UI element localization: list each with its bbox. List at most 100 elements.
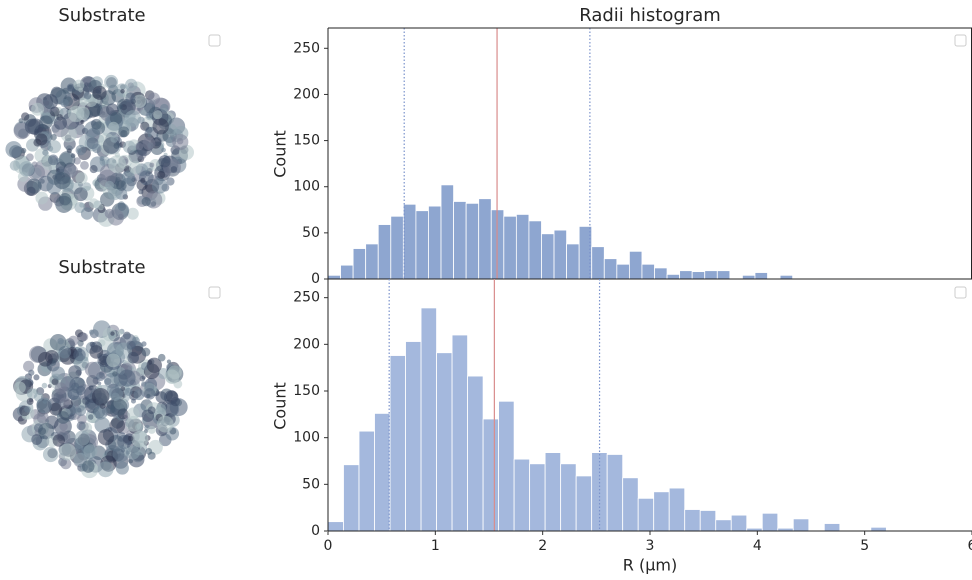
sphere <box>157 353 166 362</box>
bar <box>628 250 643 280</box>
sphere <box>117 434 132 450</box>
bar <box>482 418 500 532</box>
sphere <box>125 92 136 103</box>
sphere <box>51 378 59 386</box>
bar <box>327 521 344 532</box>
sphere <box>121 170 135 184</box>
sphere <box>127 435 134 442</box>
bar <box>374 412 391 532</box>
sphere <box>54 382 67 395</box>
y-tick-label: 200 <box>293 336 320 352</box>
bar <box>390 215 404 280</box>
sphere <box>75 405 87 417</box>
sphere <box>158 155 171 168</box>
sphere <box>47 140 61 154</box>
bar <box>716 270 731 280</box>
sphere <box>151 178 168 194</box>
sphere <box>125 445 140 460</box>
sphere <box>133 389 145 401</box>
sphere <box>117 329 124 336</box>
bar <box>699 510 717 532</box>
bar <box>343 464 360 532</box>
sphere <box>80 160 89 170</box>
y-tick-label: 0 <box>311 271 320 287</box>
y-axis-label: Count <box>271 382 290 430</box>
bar <box>742 274 756 280</box>
x-tick-label: 2 <box>538 538 547 554</box>
chart-title: Radii histogram <box>579 5 721 26</box>
bar <box>405 341 422 532</box>
legend-box <box>208 34 221 47</box>
sphere <box>97 461 114 478</box>
bar <box>641 263 655 280</box>
sphere <box>26 398 34 405</box>
sphere <box>107 186 122 201</box>
bar <box>513 458 531 532</box>
sphere <box>120 89 125 94</box>
sphere <box>79 97 88 106</box>
sphere <box>87 414 94 420</box>
sphere <box>97 204 104 211</box>
y-tick-label: 250 <box>293 290 320 306</box>
sphere <box>112 371 118 377</box>
bar <box>616 263 630 280</box>
sphere <box>33 138 42 147</box>
sphere <box>140 177 146 183</box>
bar <box>389 355 406 532</box>
sphere <box>118 104 123 109</box>
bar <box>566 243 580 280</box>
sphere <box>47 154 59 166</box>
sphere <box>66 83 75 92</box>
sphere <box>129 161 142 175</box>
sphere <box>157 170 166 179</box>
sphere <box>163 390 179 405</box>
sphere <box>68 365 82 379</box>
bar <box>637 497 655 532</box>
sphere <box>28 369 35 376</box>
sphere <box>110 331 115 336</box>
bar <box>327 274 341 280</box>
sphere <box>21 112 30 121</box>
sphere <box>75 106 90 121</box>
sphere <box>38 351 53 367</box>
sphere <box>176 137 184 145</box>
sphere <box>110 398 128 416</box>
sphere <box>141 197 151 207</box>
sphere <box>73 348 86 362</box>
sphere <box>149 162 155 168</box>
sphere <box>142 137 156 150</box>
sphere <box>120 448 125 453</box>
sphere <box>73 187 88 202</box>
sphere <box>39 115 53 130</box>
sphere <box>83 444 98 459</box>
sphere <box>124 387 133 396</box>
bar <box>730 514 748 532</box>
sphere <box>58 151 76 168</box>
sphere <box>108 386 124 401</box>
sphere <box>146 112 153 119</box>
sphere <box>166 359 172 364</box>
sphere <box>88 198 99 209</box>
bar <box>591 452 608 532</box>
sphere <box>127 351 139 364</box>
sphere <box>50 134 57 141</box>
sphere <box>20 147 27 154</box>
sphere <box>84 361 101 378</box>
sphere <box>99 156 105 162</box>
sphere <box>80 207 94 220</box>
sphere <box>18 161 35 177</box>
x-tick-label: 3 <box>646 538 655 554</box>
sphere <box>36 411 49 424</box>
bar <box>679 270 693 280</box>
sphere <box>107 209 125 226</box>
sphere <box>76 148 82 153</box>
sphere <box>75 172 88 185</box>
sphere <box>155 403 167 415</box>
y-tick-label: 50 <box>302 225 320 241</box>
sphere <box>76 421 86 431</box>
sphere <box>73 79 85 91</box>
sphere <box>113 142 120 149</box>
legend-box <box>208 286 221 299</box>
sphere <box>31 102 45 116</box>
bar <box>754 272 768 280</box>
